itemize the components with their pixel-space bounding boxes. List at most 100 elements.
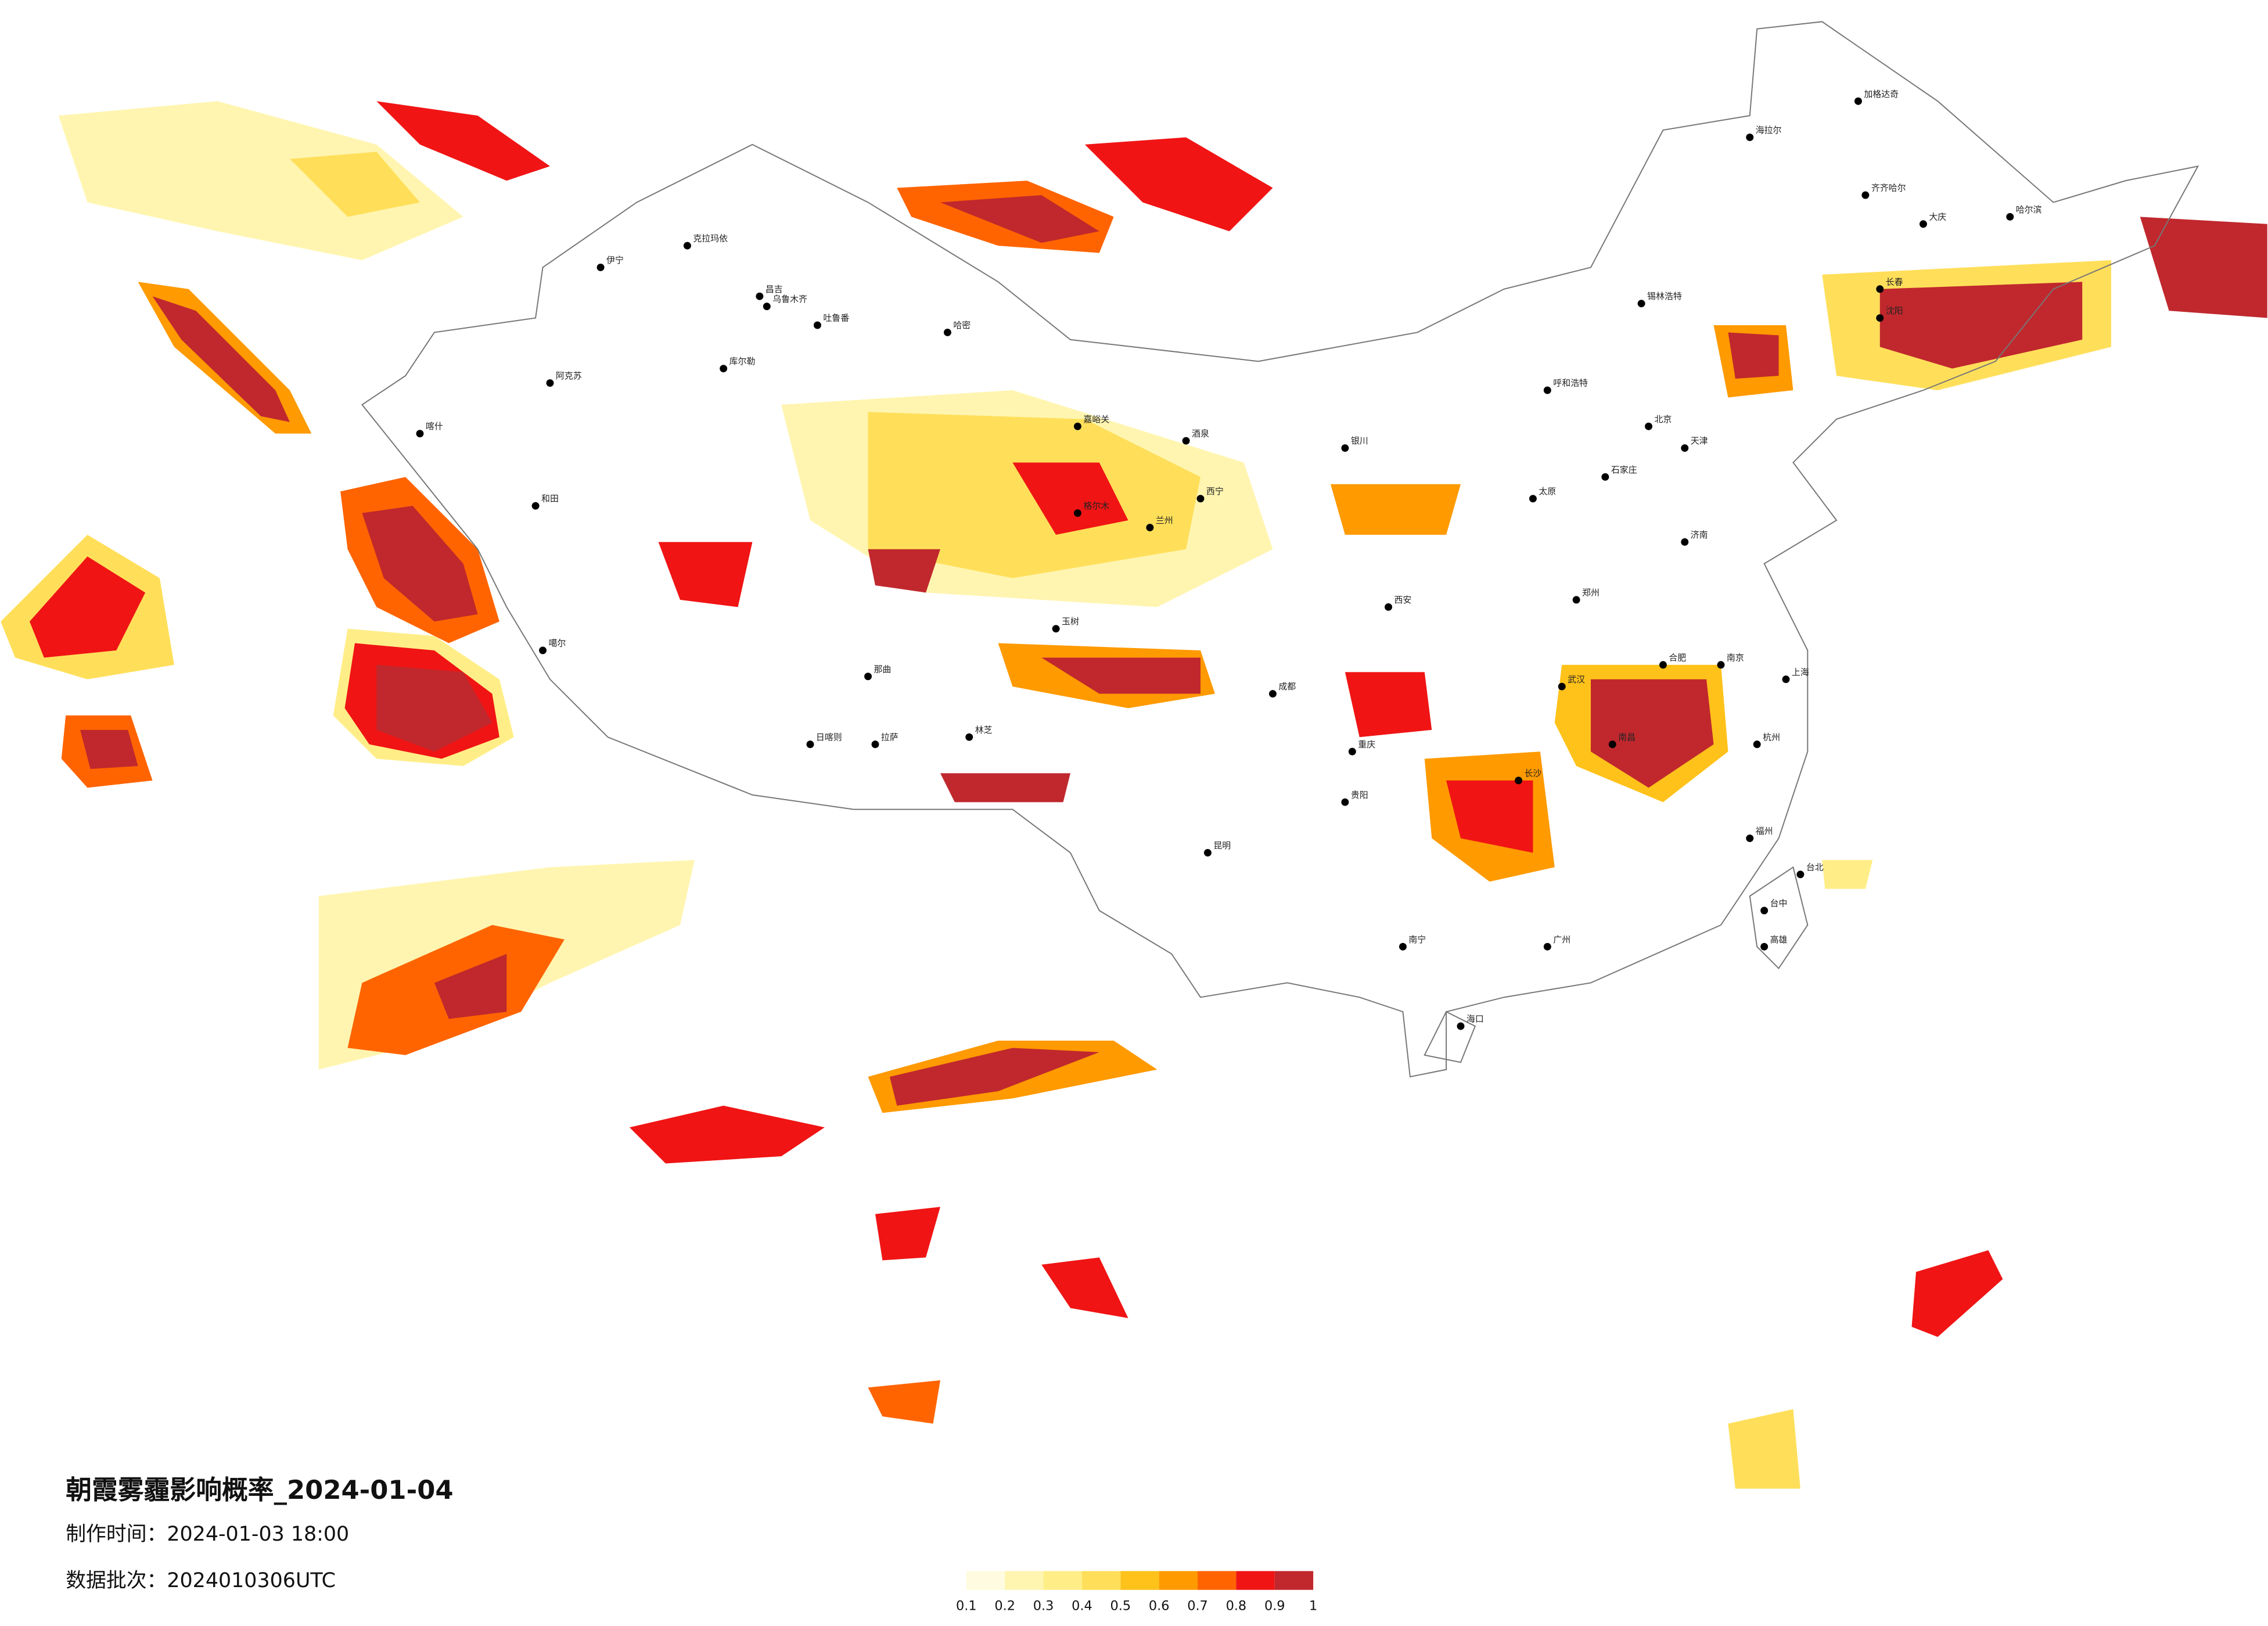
city-label: 南京: [1727, 652, 1744, 663]
legend-label: 0.6: [1149, 1599, 1170, 1614]
city-dot: [416, 430, 424, 438]
city-dot: [756, 292, 764, 300]
city-dot: [1182, 437, 1190, 445]
city-dot: [763, 303, 771, 311]
city-label: 合肥: [1669, 652, 1686, 663]
legend-swatch: [1005, 1571, 1044, 1590]
legend-label: 0.8: [1226, 1599, 1247, 1614]
city-label: 酒泉: [1192, 429, 1209, 439]
city-label: 上海: [1792, 667, 1809, 677]
city-label: 喀什: [426, 421, 443, 431]
city-dot: [1543, 942, 1551, 951]
city-dot: [1746, 834, 1754, 843]
city-label: 格尔木: [1083, 501, 1109, 511]
city-dot: [1861, 191, 1870, 199]
city-label: 太原: [1539, 486, 1556, 497]
city-dot: [1681, 444, 1689, 452]
city-dot: [1196, 495, 1205, 503]
city-label: 沈阳: [1886, 305, 1903, 316]
legend-swatch: [966, 1571, 1005, 1590]
city-label: 海口: [1467, 1014, 1484, 1024]
city-label: 长春: [1886, 276, 1903, 287]
city-label: 呼和浩特: [1553, 378, 1588, 388]
city-label: 哈密: [953, 320, 971, 330]
city-dot: [1572, 596, 1580, 604]
city-dot: [943, 328, 951, 336]
city-label: 库尔勒: [729, 356, 756, 366]
city-label: 南昌: [1618, 732, 1636, 742]
city-dot: [1876, 285, 1884, 293]
legend-label: 0.9: [1264, 1599, 1285, 1614]
city-dot: [1073, 422, 1081, 430]
city-dot: [596, 263, 605, 271]
city-label: 乌鲁木齐: [772, 294, 807, 304]
made-time: 制作时间：2024-01-03 18:00: [66, 1523, 349, 1546]
city-dot: [1457, 1022, 1465, 1030]
borders: [361, 21, 2199, 1078]
city-dot: [1760, 906, 1769, 915]
title: 朝霞雾霾影响概率_2024-01-04: [66, 1474, 453, 1505]
city-dot: [1399, 942, 1407, 951]
city-dot: [1782, 675, 1790, 684]
city-dot: [1645, 422, 1653, 430]
city-dot: [546, 379, 554, 387]
city-label: 伊宁: [606, 255, 624, 265]
city-label: 成都: [1278, 681, 1296, 692]
city-dot: [1348, 747, 1356, 756]
city-label: 西宁: [1206, 486, 1224, 497]
legend-swatch: [1159, 1571, 1198, 1590]
legend-swatch: [1198, 1571, 1237, 1590]
city-dot: [683, 242, 691, 250]
city-label: 大庆: [1929, 211, 1946, 222]
city-label: 噶尔: [549, 638, 566, 649]
city-label: 南宁: [1408, 934, 1426, 945]
city-label: 阿克苏: [556, 370, 582, 381]
city-label: 郑州: [1582, 587, 1600, 598]
city-dot: [806, 740, 814, 749]
legend-label: 0.2: [994, 1599, 1015, 1614]
city-dot: [1385, 603, 1393, 611]
city-label: 齐齐哈尔: [1871, 183, 1906, 193]
city-dot: [965, 733, 973, 741]
city-dot: [1341, 444, 1349, 452]
city-dot: [1073, 509, 1081, 517]
city-label: 林芝: [975, 725, 993, 735]
city-label: 昆明: [1213, 840, 1231, 851]
city-dot: [1203, 848, 1212, 857]
city-label: 高雄: [1770, 934, 1788, 945]
city-dot: [1796, 870, 1805, 879]
city-dot: [1608, 740, 1616, 749]
city-dot: [1854, 97, 1862, 105]
city-dot: [871, 740, 879, 749]
haze-areas: [1, 101, 2267, 1489]
city-dot: [1558, 682, 1566, 690]
city-dot: [1637, 300, 1645, 308]
city-dot: [1659, 661, 1667, 669]
city-dot: [813, 321, 821, 329]
legend: 0.1 0.2 0.3 0.4 0.5 0.6 0.7 0.8 0.9 1: [956, 1571, 1317, 1614]
city-dot: [1268, 690, 1277, 698]
city-label: 北京: [1655, 414, 1672, 425]
city-dot: [1052, 625, 1060, 633]
legend-swatch: [1120, 1571, 1159, 1590]
city-label: 重庆: [1358, 739, 1375, 750]
city-dot: [1919, 220, 1927, 228]
city-dot: [1681, 538, 1689, 546]
city-label: 吐鲁番: [823, 313, 849, 323]
legend-label: 0.3: [1033, 1599, 1054, 1614]
city-label: 石家庄: [1611, 465, 1637, 475]
city-dot: [1146, 523, 1154, 531]
city-dot: [864, 672, 872, 681]
city-dot: [1515, 776, 1523, 785]
city-dot: [1760, 942, 1769, 951]
city-label: 台中: [1770, 898, 1788, 909]
city-dot: [1341, 798, 1349, 806]
city-dot: [2006, 213, 2014, 221]
city-dot: [1529, 495, 1537, 503]
batch: 数据批次：2024010306UTC: [66, 1569, 336, 1592]
legend-label: 1: [1309, 1599, 1317, 1614]
city-label: 海拉尔: [1756, 125, 1782, 135]
